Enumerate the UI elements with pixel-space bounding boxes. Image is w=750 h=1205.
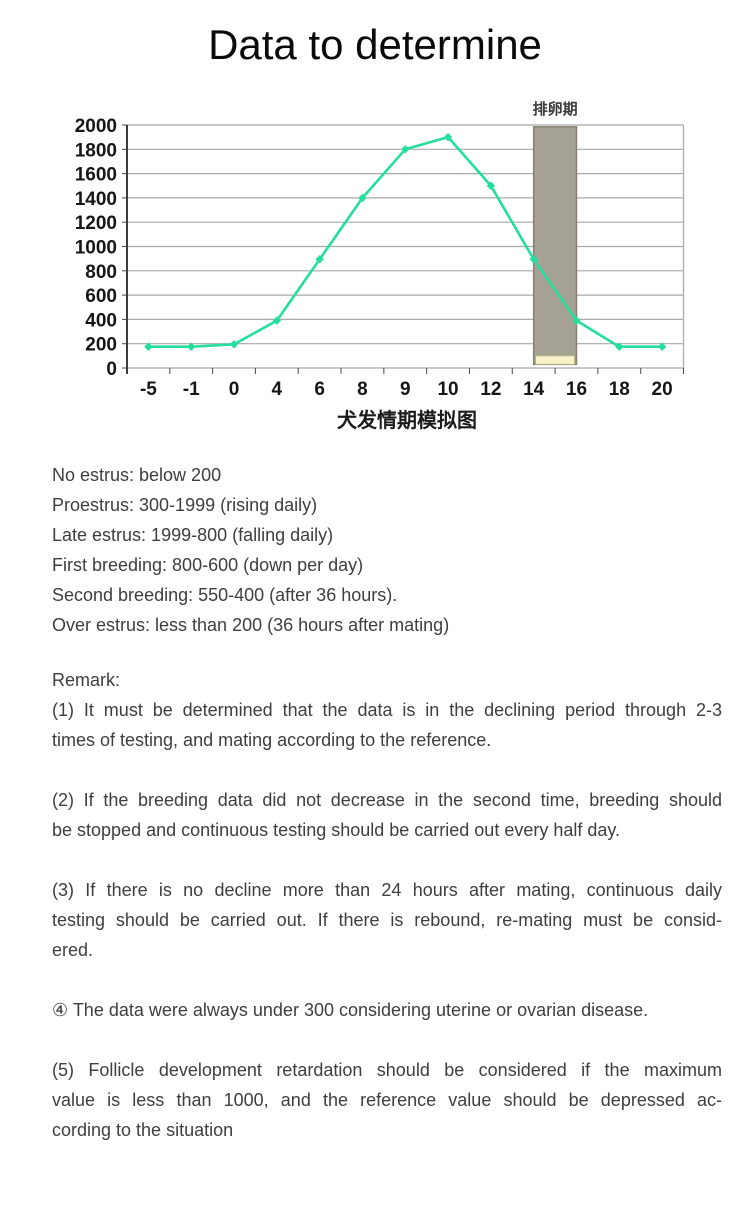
remark-line: (5) Follicle development retardation sho… — [52, 1060, 722, 1080]
data-point-marker — [443, 132, 453, 142]
y-axis-label: 600 — [85, 286, 117, 307]
y-axis-label: 400 — [85, 310, 117, 331]
y-axis-label: 2000 — [75, 116, 117, 137]
data-point-marker — [657, 342, 667, 351]
ovulation-band-label: 排卵期 — [533, 100, 578, 118]
x-axis-label: 16 — [566, 379, 587, 400]
reference-line: Proestrus: 300-1999 (rising daily) — [52, 495, 318, 515]
remark-heading: Remark: — [52, 670, 121, 690]
remark-line: be stopped and continuous testing should… — [52, 820, 621, 840]
remark-paragraph: ④ The data were always under 300 conside… — [52, 995, 722, 1025]
y-axis-label: 0 — [106, 359, 117, 380]
y-axis-label: 1600 — [75, 165, 117, 186]
estrus-chart: 0 200 400 600 800 1000 1200 1400 1600 1800 2000 -5-… — [0, 90, 750, 436]
data-point-marker — [529, 255, 538, 264]
data-point-marker — [187, 342, 196, 351]
remark-line: ④ The data were always under 300 conside… — [52, 1000, 649, 1020]
remark-paragraph: (1) It must be determined that the data … — [52, 695, 722, 755]
data-point-marker — [144, 342, 153, 351]
data-point-marker — [272, 316, 282, 325]
estrus-chart-svg: 0200400600800100012001400160018002000-5-… — [75, 100, 685, 400]
x-axis-label: 0 — [229, 379, 240, 400]
reference-line: Over estrus: less than 200 (36 hours aft… — [52, 615, 450, 635]
y-axis-label: 1200 — [75, 213, 117, 234]
estrus-reference-list: No estrus: below 200 Proestrus: 300-1999 … — [52, 460, 722, 640]
data-point-marker — [358, 193, 367, 203]
x-axis-label: 4 — [272, 379, 283, 400]
estrus-line — [148, 135, 663, 349]
remark-line: testing should be carried out. If there … — [52, 910, 722, 930]
ovulation-band — [532, 126, 578, 366]
ovulation-band-base — [535, 355, 575, 365]
x-axis-label: 8 — [357, 379, 368, 400]
x-axis-label: 12 — [480, 379, 501, 400]
x-axis-label: -5 — [140, 379, 157, 400]
remark-line: (2) If the breeding data did not decreas… — [52, 790, 722, 810]
y-axis-label: 800 — [85, 262, 117, 283]
reference-line: No estrus: below 200 — [52, 465, 222, 485]
remark-line: cording to the situation — [52, 1120, 234, 1140]
chart-caption: 犬发情期模拟图 — [337, 410, 477, 432]
data-point-marker — [572, 316, 581, 325]
reference-line: First breeding: 800-600 (down per day) — [52, 555, 364, 575]
remark-paragraph: (5) Follicle development retardation sho… — [52, 1055, 722, 1145]
remark-paragraphs: (1) It must be determined that the data … — [52, 695, 722, 1145]
remark-paragraph: (3) If there is no decline more than 24 … — [52, 875, 722, 965]
y-axis-label: 1800 — [75, 140, 117, 161]
data-point-marker — [615, 342, 624, 351]
remark-line: ered. — [52, 940, 94, 960]
y-axis-label: 1400 — [75, 189, 117, 210]
x-axis-label: -1 — [183, 379, 200, 400]
data-point-marker — [229, 340, 239, 349]
x-axis-label: 10 — [437, 379, 458, 400]
remark-line: (3) If there is no decline more than 24 … — [52, 880, 722, 900]
reference-line: Late estrus: 1999-800 (falling daily) — [52, 525, 334, 545]
y-axis-label: 1000 — [75, 238, 117, 259]
body-text-column: No estrus: below 200 Proestrus: 300-1999 … — [52, 460, 722, 1145]
x-axis-label: 14 — [523, 379, 545, 400]
reference-line: Second breeding: 550-400 (after 36 hours… — [52, 585, 398, 605]
remark-line: (1) It must be determined that the data … — [52, 700, 722, 720]
x-axis-label: 18 — [609, 379, 630, 400]
x-axis-label: 9 — [400, 379, 411, 400]
x-axis-label: 20 — [652, 379, 673, 400]
remark-paragraph: (2) If the breeding data did not decreas… — [52, 785, 722, 845]
remark-line: times of testing, and mating according t… — [52, 730, 492, 750]
data-point-marker — [401, 145, 410, 154]
data-point-marker — [315, 255, 324, 264]
remark-line: value is less than 1000, and the referen… — [52, 1090, 722, 1110]
page-title: Data to determine — [208, 21, 542, 68]
y-axis-label: 200 — [85, 335, 117, 356]
x-axis-label: 6 — [314, 379, 325, 400]
